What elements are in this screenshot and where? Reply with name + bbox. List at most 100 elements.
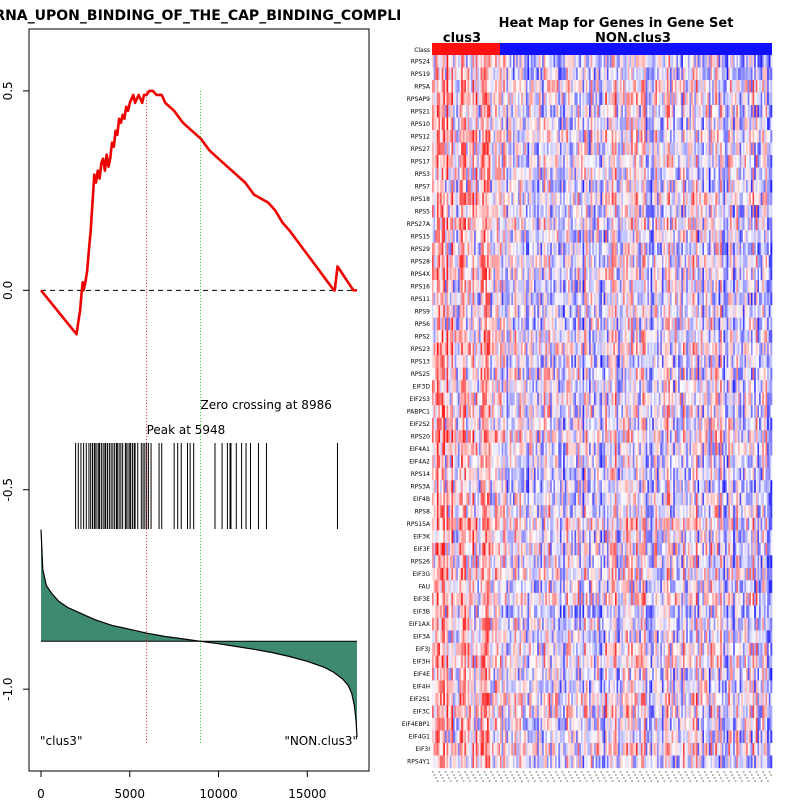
- heatmap-cell: [767, 267, 770, 281]
- heatmap-cell: [441, 255, 444, 268]
- heatmap-cell: [670, 317, 672, 331]
- heatmap-cell: [627, 205, 630, 218]
- heatmap-cell: [689, 305, 692, 318]
- heatmap-cell: [666, 205, 669, 218]
- heatmap-cell: [462, 117, 465, 131]
- heatmap-cell: [551, 230, 554, 243]
- heatmap-cell: [603, 230, 606, 243]
- heatmap-cell: [682, 130, 685, 143]
- heatmap-cell: [453, 305, 455, 318]
- heatmap-cell: [694, 317, 697, 331]
- heatmap-cell: [661, 205, 664, 218]
- heatmap-cell: [704, 142, 706, 156]
- heatmap-cell: [555, 330, 557, 343]
- heatmap-cell: [663, 330, 666, 343]
- heatmap-cell: [485, 330, 488, 343]
- heatmap-cell: [702, 67, 705, 81]
- heatmap-cell: [640, 67, 643, 81]
- heatmap-cell: [754, 330, 757, 343]
- heatmap-cell: [454, 267, 457, 281]
- heatmap-cell: [564, 130, 567, 143]
- heatmap-cell: [676, 330, 679, 343]
- heatmap-cell: [750, 330, 753, 343]
- heatmap-cell: [584, 55, 587, 68]
- heatmap-cell: [496, 67, 499, 81]
- heatmap-cell: [746, 267, 749, 281]
- heatmap-cell: [704, 167, 706, 181]
- heatmap-cell: [757, 167, 760, 181]
- heatmap-cell: [433, 192, 436, 206]
- heatmap-cell: [632, 155, 635, 168]
- heatmap-cell: [441, 267, 444, 281]
- heatmap-cell: [512, 130, 515, 143]
- heatmap-cell: [433, 142, 436, 156]
- heatmap-cell: [446, 255, 449, 268]
- heatmap-cell: [642, 92, 645, 106]
- heatmap-cell: [595, 117, 598, 131]
- heatmap-cell: [736, 305, 739, 318]
- heatmap-cell: [767, 55, 770, 68]
- heatmap-cell: [472, 217, 475, 231]
- heatmap-cell: [699, 130, 702, 143]
- heatmap-cell: [525, 167, 528, 181]
- heatmap-cell: [478, 330, 481, 343]
- heatmap-cell: [566, 55, 569, 68]
- heatmap-cell: [493, 55, 496, 68]
- heatmap-cell: [605, 130, 608, 143]
- heatmap-cell: [454, 317, 457, 331]
- heatmap-cell: [559, 105, 562, 118]
- heatmap-cell: [627, 117, 630, 131]
- heatmap-cell: [697, 130, 700, 143]
- heatmap-cell: [440, 167, 443, 181]
- heatmap-cell: [678, 230, 681, 243]
- heatmap-cell: [579, 217, 582, 231]
- heatmap-cell: [511, 167, 514, 181]
- heatmap-cell: [488, 180, 491, 193]
- heatmap-cell: [757, 55, 760, 68]
- heatmap-cell: [765, 305, 768, 318]
- heatmap-cell: [770, 330, 773, 343]
- heatmap-cell: [636, 130, 638, 143]
- heatmap-cell: [610, 317, 613, 331]
- heatmap-cell: [713, 267, 716, 281]
- heatmap-cell: [682, 80, 685, 93]
- heatmap-cell: [658, 167, 661, 181]
- heatmap-cell: [619, 267, 622, 281]
- heatmap-cell: [634, 255, 637, 268]
- heatmap-cell: [540, 155, 543, 168]
- heatmap-cell: [480, 267, 483, 281]
- heatmap-cell: [707, 92, 710, 106]
- heatmap-cell: [645, 55, 648, 68]
- heatmap-cell: [747, 117, 750, 131]
- heatmap-cell: [555, 280, 557, 293]
- heatmap-cell: [744, 167, 747, 181]
- heatmap-cell: [535, 242, 538, 256]
- heatmap-cell: [506, 180, 509, 193]
- heatmap-cell: [752, 230, 755, 243]
- heatmap-cell: [521, 192, 523, 206]
- heatmap-cell: [702, 242, 705, 256]
- heatmap-cell: [660, 305, 663, 318]
- heatmap-cell: [708, 80, 711, 93]
- heatmap-cell: [537, 305, 540, 318]
- heatmap-cell: [467, 142, 470, 156]
- heatmap-cell: [708, 192, 711, 206]
- heatmap-cell: [593, 255, 596, 268]
- heatmap-cell: [469, 167, 472, 181]
- heatmap-cell: [529, 55, 532, 68]
- heatmap-cell: [765, 142, 768, 156]
- heatmap-cell: [616, 142, 619, 156]
- heatmap-cell: [561, 130, 564, 143]
- heatmap-cell: [593, 280, 596, 293]
- heatmap-cell: [644, 180, 647, 193]
- heatmap-cell: [435, 217, 438, 231]
- heatmap-cell: [543, 80, 546, 93]
- heatmap-cell: [762, 255, 765, 268]
- heatmap-cell: [579, 280, 582, 293]
- heatmap-cell: [568, 280, 570, 293]
- gene-heatmap: Heat Map for Genes in Gene Set clus3 NON…: [402, 16, 773, 782]
- heatmap-cell: [750, 117, 753, 131]
- heatmap-cell: [438, 317, 441, 331]
- heatmap-cell: [765, 292, 768, 306]
- heatmap-cell: [535, 267, 538, 281]
